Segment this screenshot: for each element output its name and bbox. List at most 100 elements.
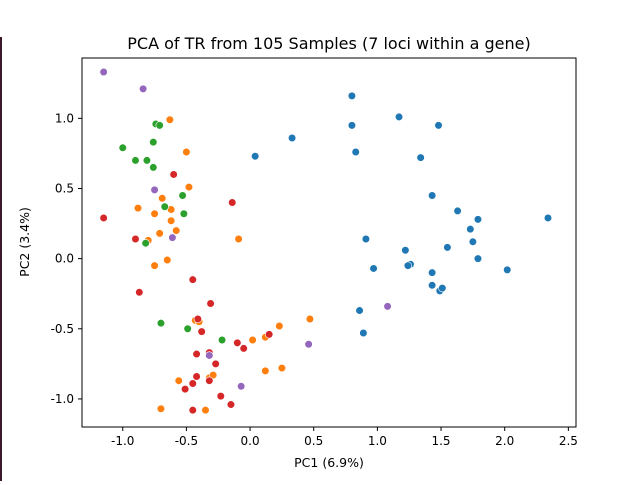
data-point — [383, 302, 392, 311]
data-point — [428, 191, 437, 200]
data-point — [156, 319, 166, 328]
data-point — [217, 335, 227, 345]
data-point — [192, 349, 201, 359]
data-point — [179, 209, 188, 218]
data-point — [118, 143, 127, 152]
data-point — [150, 209, 159, 218]
data-point — [211, 359, 220, 368]
data-point — [205, 351, 214, 360]
plot-area — [81, 57, 577, 428]
data-point — [237, 382, 246, 391]
data-point — [155, 121, 164, 130]
data-point — [473, 254, 483, 263]
data-point — [251, 152, 260, 161]
data-point — [160, 202, 169, 211]
y-tick-label: -0.5 — [51, 322, 74, 336]
data-point — [216, 392, 225, 401]
x-tick-label: 0.0 — [241, 434, 260, 448]
y-axis-label: PC2 (3.4%) — [17, 207, 32, 277]
data-point — [503, 265, 512, 274]
data-point — [131, 234, 140, 244]
x-tick-label: 0.5 — [304, 434, 323, 448]
data-point — [188, 406, 197, 415]
data-point — [466, 225, 475, 234]
x-tick-label: 1.5 — [431, 434, 450, 448]
data-point — [543, 213, 553, 223]
window-edge — [0, 37, 2, 481]
data-point — [165, 115, 174, 124]
data-point — [438, 283, 447, 293]
data-point — [156, 404, 166, 413]
data-point — [99, 67, 108, 77]
data-point — [473, 215, 483, 224]
data-point — [163, 255, 172, 265]
data-point — [131, 156, 140, 165]
y-axis: -1.0 -0.5 0.0 0.5 1.0 — [51, 111, 82, 406]
data-point — [261, 366, 270, 375]
data-point — [416, 153, 425, 162]
data-point — [206, 299, 215, 308]
x-axis-label: PC1 (6.9%) — [294, 455, 364, 470]
data-point — [197, 327, 206, 336]
y-tick-label: 0.0 — [55, 252, 74, 266]
data-point — [133, 204, 143, 213]
y-tick-label: 1.0 — [55, 111, 74, 125]
data-point — [150, 261, 159, 270]
data-point — [178, 191, 187, 200]
data-point — [468, 237, 477, 246]
x-tick-label: -1.0 — [111, 434, 134, 448]
data-point — [403, 261, 413, 270]
y-tick-label: -1.0 — [51, 392, 74, 406]
data-point — [172, 226, 181, 235]
data-point — [168, 233, 177, 242]
data-point — [428, 268, 437, 277]
data-point — [233, 338, 242, 347]
data-point — [183, 324, 192, 333]
data-point — [192, 372, 201, 381]
data-point — [394, 112, 404, 122]
data-point — [361, 234, 371, 244]
data-point — [347, 121, 357, 130]
data-point — [150, 185, 159, 194]
data-point — [184, 182, 194, 192]
data-point — [453, 206, 462, 216]
data-point — [188, 275, 197, 284]
data-point — [167, 216, 176, 225]
data-point — [139, 84, 148, 93]
data-point — [169, 170, 178, 179]
data-point — [149, 163, 158, 172]
data-point — [234, 234, 243, 244]
data-point — [434, 121, 443, 130]
chart-title: PCA of TR from 105 Samples (7 loci withi… — [127, 34, 531, 53]
data-point — [355, 306, 364, 315]
data-point — [135, 288, 144, 297]
data-point — [226, 400, 236, 409]
data-point — [205, 376, 214, 385]
data-point — [351, 147, 360, 157]
data-point — [142, 156, 152, 165]
x-tick-label: 2.0 — [495, 434, 514, 448]
data-point — [141, 239, 150, 248]
data-point — [265, 330, 274, 339]
data-point — [182, 147, 191, 157]
data-point — [99, 213, 108, 223]
data-point — [174, 376, 183, 385]
data-point — [428, 281, 437, 290]
data-point — [209, 370, 218, 380]
data-point — [155, 229, 164, 238]
data-point — [305, 314, 315, 324]
data-point — [193, 314, 202, 324]
data-point — [248, 335, 257, 345]
data-point — [201, 406, 210, 415]
data-point — [239, 344, 248, 353]
data-point — [158, 194, 167, 203]
data-point — [149, 138, 158, 147]
x-tick-label: 2.5 — [559, 434, 578, 448]
data-point — [181, 385, 190, 394]
x-tick-label: 1.0 — [368, 434, 387, 448]
x-tick-label: -0.5 — [175, 434, 198, 448]
data-point — [359, 328, 368, 338]
data-point — [275, 321, 284, 331]
